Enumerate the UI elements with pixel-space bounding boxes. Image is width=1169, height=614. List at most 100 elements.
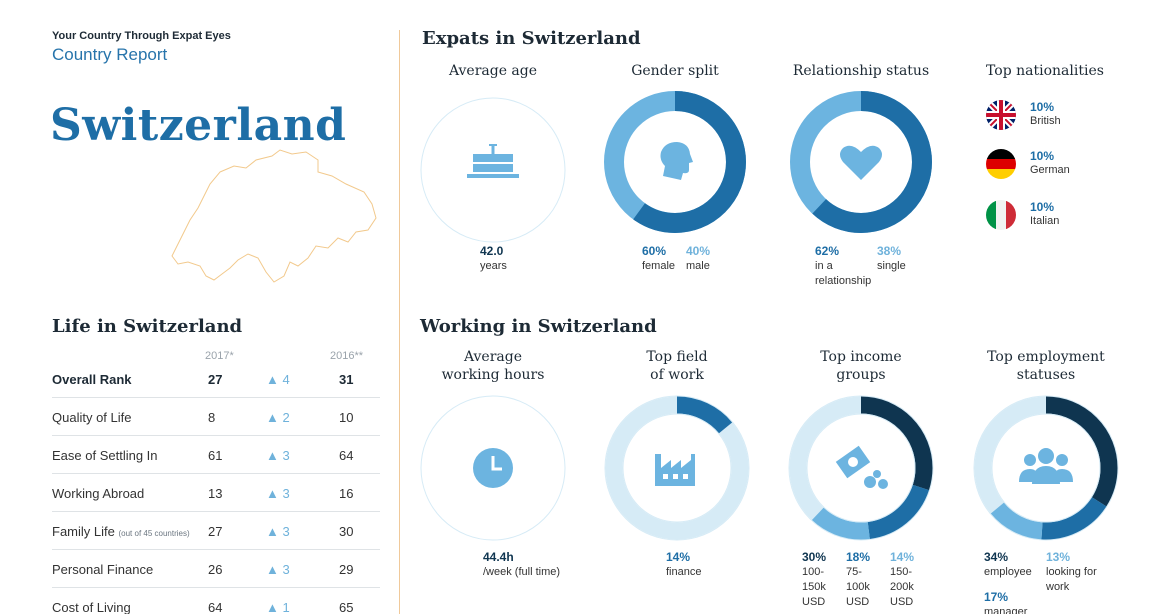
top-employment-heading-line2: statuses — [1016, 367, 1076, 383]
rank-change: ▲ 2 — [266, 410, 290, 425]
row-label: Quality of Life — [52, 410, 132, 425]
rank-change: ▲ 4 — [266, 372, 290, 387]
relationship-in-stat: 62% in a relationship — [815, 244, 871, 289]
income-group-arc-3 — [789, 396, 933, 540]
nationality-name: British — [1030, 115, 1061, 127]
gender-female-stat: 60% female — [642, 244, 675, 274]
nationality-item: 10% British — [986, 100, 1146, 134]
relationship-arc — [790, 91, 932, 233]
value-2017: 61 — [208, 448, 223, 463]
gender-male-stat: 40% male — [686, 244, 710, 274]
value-2017: 27 — [208, 372, 223, 387]
working-hours-ring — [420, 395, 566, 541]
income-group-line2: 200k — [890, 581, 914, 593]
income-group-line1: 150- — [890, 566, 913, 578]
female-pct: 60% — [642, 244, 667, 258]
people-icon — [1019, 448, 1073, 484]
row-label: Overall Rank — [52, 372, 132, 387]
male-pct: 40% — [686, 244, 711, 258]
rank-change: ▲ 3 — [266, 486, 290, 501]
rank-change: ▲ 3 — [266, 448, 290, 463]
top-field-heading: Top field of work — [597, 348, 757, 384]
average-age-stat: 42.0 years — [480, 244, 507, 274]
money-icon — [835, 445, 888, 489]
nationality-pct: 10% — [1030, 149, 1055, 163]
table-row: Quality of Life 8 ▲ 2 10 — [52, 398, 380, 436]
employment-status-pct: 34% — [984, 550, 1009, 564]
value-2016: 10 — [339, 410, 354, 425]
top-income-heading-line2: groups — [836, 367, 886, 383]
head-icon — [660, 142, 693, 180]
value-2017: 13 — [208, 486, 223, 501]
gender-split-ring — [604, 91, 746, 233]
income-group-stat: 14% 150- 200k USD — [890, 550, 914, 610]
top-field-pct: 14% — [666, 550, 691, 564]
income-group-stat: 18% 75- 100k USD — [846, 550, 870, 610]
report-subtitle: Country Report — [52, 45, 168, 64]
employment-status-arc-2 — [974, 396, 1118, 540]
working-hours-stat: 44.4h /week (full time) — [483, 550, 560, 580]
table-row: Ease of Settling In 61 ▲ 3 64 — [52, 436, 380, 474]
income-group-line2: 150k — [802, 581, 826, 593]
vertical-divider — [399, 30, 400, 614]
relationship-single-stat: 38% single — [877, 244, 906, 274]
cake-icon — [467, 144, 519, 178]
income-arcs — [789, 396, 933, 540]
employment-status-label: employee — [984, 566, 1032, 578]
working-hours-value: 44.4h — [483, 550, 514, 564]
top-field-heading-line2: of work — [650, 367, 704, 383]
top-income-ring — [788, 395, 934, 541]
country-title: Switzerland — [50, 100, 347, 151]
value-2016: 29 — [339, 562, 354, 577]
income-group-stat: 30% 100- 150k USD — [802, 550, 826, 610]
value-2016: 65 — [339, 600, 354, 614]
employment-status-stat: 34% employee — [984, 550, 1032, 580]
top-income-heading-line1: Top income — [820, 349, 902, 365]
employment-status-pct: 17% — [984, 590, 1009, 604]
switzerland-map-outline — [171, 149, 377, 283]
gender-female-arc — [604, 91, 746, 233]
relationship-line1: in a — [815, 260, 833, 272]
top-income-heading: Top income groups — [781, 348, 941, 384]
row-label-text: Family Life — [52, 524, 115, 539]
nationality-name: Italian — [1030, 215, 1060, 227]
table-row: Personal Finance 26 ▲ 3 29 — [52, 550, 380, 588]
value-2017: 27 — [208, 524, 223, 539]
row-label: Ease of Settling In — [52, 448, 158, 463]
income-group-pct: 14% — [890, 550, 915, 564]
top-field-ring — [604, 395, 750, 541]
working-hours-heading-line2: working hours — [441, 367, 545, 383]
relationship-line2: relationship — [815, 275, 872, 287]
single-label: single — [877, 260, 906, 272]
employment-status-arc-1 — [974, 396, 1118, 540]
left-panel: Your Country Through Expat Eyes Country … — [0, 0, 400, 614]
working-hours-heading-line1: Average — [463, 349, 523, 365]
factory-icon — [655, 454, 695, 486]
top-employment-heading: Top employment statuses — [966, 348, 1126, 384]
row-label: Working Abroad — [52, 486, 145, 501]
row-label: Family Life (out of 45 countries) — [52, 524, 190, 539]
employment-status-line2: work — [1046, 581, 1070, 593]
employment-status-pct: 13% — [1046, 550, 1071, 564]
col-2016-header: 2016** — [330, 350, 364, 362]
relationship-ring — [790, 91, 932, 233]
ranking-table: Overall Rank 27 ▲ 4 31 Quality of Life 8… — [52, 360, 380, 614]
row-label: Cost of Living — [52, 600, 131, 614]
table-row: Family Life (out of 45 countries) 27 ▲ 3… — [52, 512, 380, 550]
employment-status-stat: 17% manager — [984, 590, 1027, 614]
average-age-heading: Average age — [448, 63, 538, 79]
employment-status-stat: 13% looking for work — [1046, 550, 1097, 595]
working-hours-heading: Average working hours — [413, 348, 573, 384]
germany-flag-icon — [986, 149, 1016, 179]
income-group-line3: USD — [846, 596, 870, 608]
value-2017: 8 — [208, 410, 216, 425]
top-field-stat: 14% finance — [666, 550, 701, 580]
top-employment-heading-line1: Top employment — [987, 349, 1105, 365]
nationality-item: 10% Italian — [986, 200, 1146, 234]
nationality-pct: 10% — [1030, 200, 1055, 214]
rank-change: ▲ 3 — [266, 524, 290, 539]
nationality-pct: 10% — [1030, 100, 1055, 114]
income-group-line3: USD — [890, 596, 914, 608]
value-2016: 30 — [339, 524, 354, 539]
average-age-unit: years — [480, 260, 507, 272]
